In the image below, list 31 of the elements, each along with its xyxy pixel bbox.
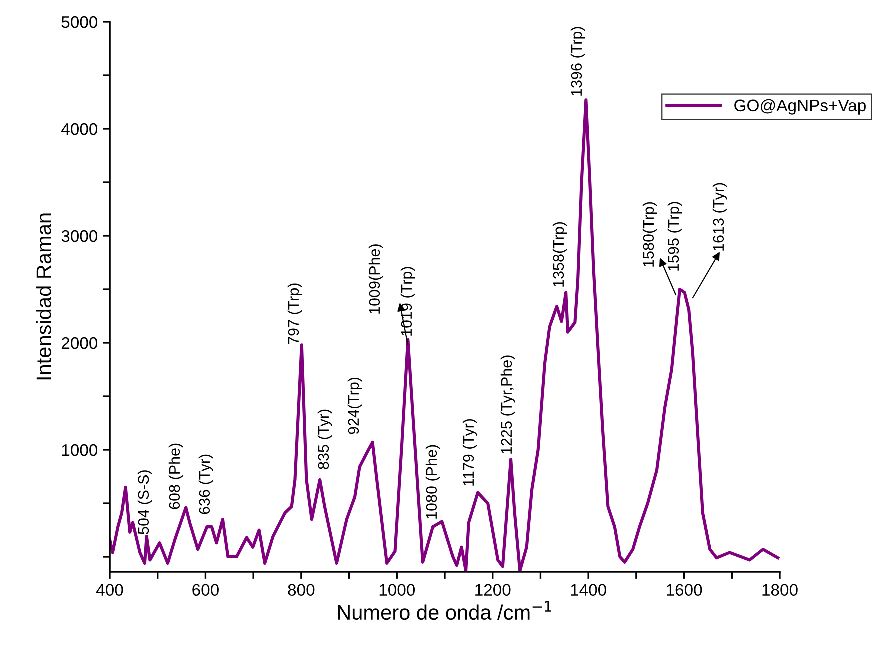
x-tick-label: 400 (96, 584, 124, 596)
annotation: 1580(Trp) (642, 202, 658, 267)
annotation: 797 (Trp) (288, 284, 302, 344)
annotation: 636 (Tyr) (198, 454, 214, 514)
x-tick-label: 1200 (476, 584, 511, 596)
annotation: 1358(Trp) (552, 222, 568, 287)
annotation: 1595 (Trp) (668, 202, 682, 271)
y-axis-title: Intensidad Raman (36, 214, 52, 380)
y-tick-label: 5000 (62, 16, 98, 28)
annotation: 504 (S-S) (138, 470, 152, 534)
x-axis-title: Numero de onda /cm$^{−1}$ (338, 601, 552, 620)
x-tick-label: 1400 (571, 584, 606, 596)
annotation: 1225 (Tyr,Phe) (500, 356, 516, 454)
legend-label: GO@AgNPs+Vap (734, 99, 866, 115)
x-tick-label: 1800 (762, 584, 798, 596)
x-tick-label: 1000 (380, 584, 416, 596)
x-tick-label: 1600 (667, 584, 702, 596)
x-tick-label: 600 (192, 584, 219, 596)
annotation: 1080 (Phe) (426, 445, 440, 519)
x-tick-label: 800 (288, 584, 315, 596)
y-tick-label: 3000 (62, 230, 98, 242)
annotation: 835 (Tyr) (318, 410, 332, 470)
annotation: 1009(Phe) (368, 244, 384, 314)
y-tick-label: 2000 (62, 337, 98, 350)
annotation: 924(Trp) (348, 378, 362, 434)
y-tick-label: 1000 (62, 444, 98, 456)
annotation: 608 (Phe) (168, 444, 184, 510)
annotation: 1179 (Tyr) (462, 419, 478, 486)
y-tick-label: 4000 (62, 123, 98, 136)
annotation: 1613 (Tyr) (712, 183, 728, 251)
annotation: 1396 (Trp) (570, 27, 586, 96)
